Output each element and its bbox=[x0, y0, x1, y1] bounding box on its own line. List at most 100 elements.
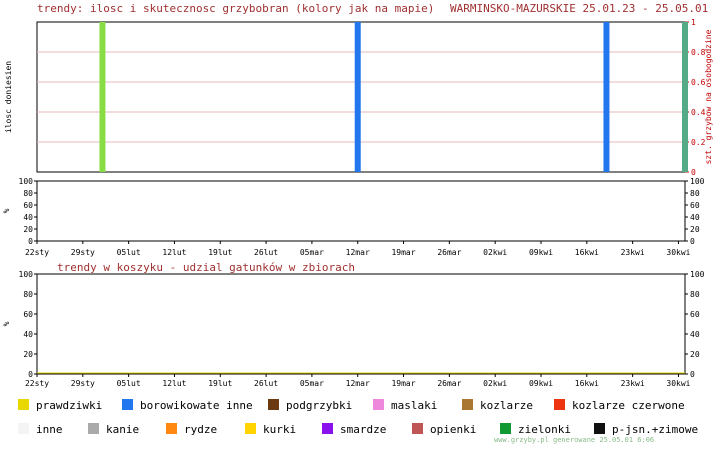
report-bar bbox=[99, 22, 106, 172]
y-tick-label: 60 bbox=[23, 310, 33, 319]
y-tick-label: 100 bbox=[19, 177, 34, 186]
report-bar bbox=[603, 22, 610, 172]
y-tick-label-right: 0 bbox=[690, 370, 695, 379]
legend-swatch bbox=[594, 423, 605, 434]
report-bar bbox=[682, 22, 688, 172]
x-tick-label: 09kwi bbox=[529, 248, 553, 257]
legend-swatch bbox=[373, 399, 384, 410]
y2-tick-label: 0.2 bbox=[691, 138, 706, 147]
legend-swatch bbox=[322, 423, 333, 434]
legend-item: maslaki bbox=[373, 399, 437, 412]
x-tick-label: 05lut bbox=[117, 379, 141, 388]
y2-tick-label: 0.4 bbox=[691, 108, 706, 117]
x-tick-label: 09kwi bbox=[529, 379, 553, 388]
x-tick-label: 26lut bbox=[254, 379, 278, 388]
x-tick-label: 19mar bbox=[391, 248, 415, 257]
y-tick-label: 80 bbox=[23, 290, 33, 299]
x-tick-label: 30kwi bbox=[666, 379, 690, 388]
y2-axis-label: szt. grzybow na osobogodzine bbox=[704, 29, 713, 164]
legend-item: podgrzybki bbox=[268, 399, 352, 412]
x-tick-label: 23kwi bbox=[621, 379, 645, 388]
x-tick-label: 29sty bbox=[71, 248, 95, 257]
species-legend: prawdziwki borowikowate inne podgrzybki mas… bbox=[18, 399, 698, 436]
y2-tick-label: 1 bbox=[691, 18, 696, 27]
legend-label: zielonki bbox=[518, 423, 571, 436]
plot-frame bbox=[36, 21, 686, 173]
legend-swatch bbox=[18, 423, 29, 434]
legend-swatch bbox=[500, 423, 511, 434]
legend-item: rydze bbox=[166, 423, 217, 436]
basket-chart-title: trendy w koszyku - udzial gatunków w zbi… bbox=[57, 261, 355, 274]
x-tick-label: 05mar bbox=[300, 379, 324, 388]
legend-item: opienki bbox=[412, 423, 476, 436]
legend-item: borowikowate inne bbox=[122, 399, 253, 412]
legend-swatch bbox=[166, 423, 177, 434]
y-tick-label-right: 100 bbox=[690, 177, 705, 186]
y-tick-label-right: 40 bbox=[690, 330, 700, 339]
legend-swatch bbox=[554, 399, 565, 410]
legend-swatch bbox=[462, 399, 473, 410]
legend-swatch bbox=[122, 399, 133, 410]
y-tick-label: 80 bbox=[23, 189, 33, 198]
reports-plot: 0 0.2 0.4 0.6 0.8 1 ilosc doniesien szt. grzybo… bbox=[4, 18, 713, 177]
y-tick-label-right: 60 bbox=[690, 201, 700, 210]
legend-label: rydze bbox=[184, 423, 217, 436]
legend-swatch bbox=[245, 423, 256, 434]
share-plot-top: 0 0 20 20 40 40 60 60 80 80 100 100% 22sty 29sty 05lut… bbox=[2, 177, 705, 257]
y-axis-label: % bbox=[2, 208, 11, 213]
y-tick-label-right: 20 bbox=[690, 225, 700, 234]
legend-label: prawdziwki bbox=[36, 399, 102, 412]
legend-label: borowikowate inne bbox=[140, 399, 253, 412]
legend-swatch bbox=[268, 399, 279, 410]
legend-label: kozlarze czerwone bbox=[572, 399, 685, 412]
x-tick-label: 16kwi bbox=[575, 248, 599, 257]
x-tick-label: 19mar bbox=[391, 379, 415, 388]
legend-item: smardze bbox=[322, 423, 386, 436]
legend-swatch bbox=[18, 399, 29, 410]
plot-frame bbox=[36, 273, 686, 375]
legend-item: kanie bbox=[88, 423, 139, 436]
y-tick-label-right: 80 bbox=[690, 290, 700, 299]
x-tick-label: 02kwi bbox=[483, 248, 507, 257]
legend-label: p-jsn.+zimowe bbox=[612, 423, 698, 436]
legend-label: kozlarze bbox=[480, 399, 533, 412]
legend-swatch bbox=[412, 423, 423, 434]
report-bar bbox=[354, 22, 361, 172]
legend-swatch bbox=[88, 423, 99, 434]
x-tick-label: 12mar bbox=[346, 379, 370, 388]
x-tick-label: 22sty bbox=[25, 379, 49, 388]
footer-credit: www.grzyby.pl generowane 25.05.01 6:06 bbox=[494, 436, 654, 444]
y2-tick-label: 0.8 bbox=[691, 48, 706, 57]
legend-label: maslaki bbox=[391, 399, 437, 412]
x-tick-label: 12lut bbox=[162, 379, 186, 388]
x-tick-label: 05mar bbox=[300, 248, 324, 257]
y-tick-label: 20 bbox=[23, 350, 33, 359]
x-tick-label: 19lut bbox=[208, 248, 232, 257]
x-tick-label: 26mar bbox=[437, 379, 461, 388]
y2-tick-label: 0 bbox=[691, 168, 696, 177]
legend-item: prawdziwki bbox=[18, 399, 102, 412]
y-tick-label: 0 bbox=[28, 370, 33, 379]
legend-item: kurki bbox=[245, 423, 296, 436]
x-tick-label: 26mar bbox=[437, 248, 461, 257]
legend-item: kozlarze bbox=[462, 399, 533, 412]
y-tick-label-right: 60 bbox=[690, 310, 700, 319]
y2-tick-label: 0.6 bbox=[691, 78, 706, 87]
legend-label: kurki bbox=[263, 423, 296, 436]
legend-label: podgrzybki bbox=[286, 399, 352, 412]
y-tick-label: 100 bbox=[19, 270, 34, 279]
legend-item: inne bbox=[18, 423, 63, 436]
x-tick-label: 22sty bbox=[25, 248, 49, 257]
y-tick-label: 60 bbox=[23, 201, 33, 210]
y-tick-label: 40 bbox=[23, 330, 33, 339]
legend-item: kozlarze czerwone bbox=[554, 399, 685, 412]
legend-label: smardze bbox=[340, 423, 386, 436]
legend-label: opienki bbox=[430, 423, 476, 436]
x-tick-label: 30kwi bbox=[666, 248, 690, 257]
legend-item: zielonki bbox=[500, 423, 571, 436]
x-tick-label: 23kwi bbox=[621, 248, 645, 257]
legend-item: p-jsn.+zimowe bbox=[594, 423, 698, 436]
y-axis-label: % bbox=[2, 321, 11, 326]
